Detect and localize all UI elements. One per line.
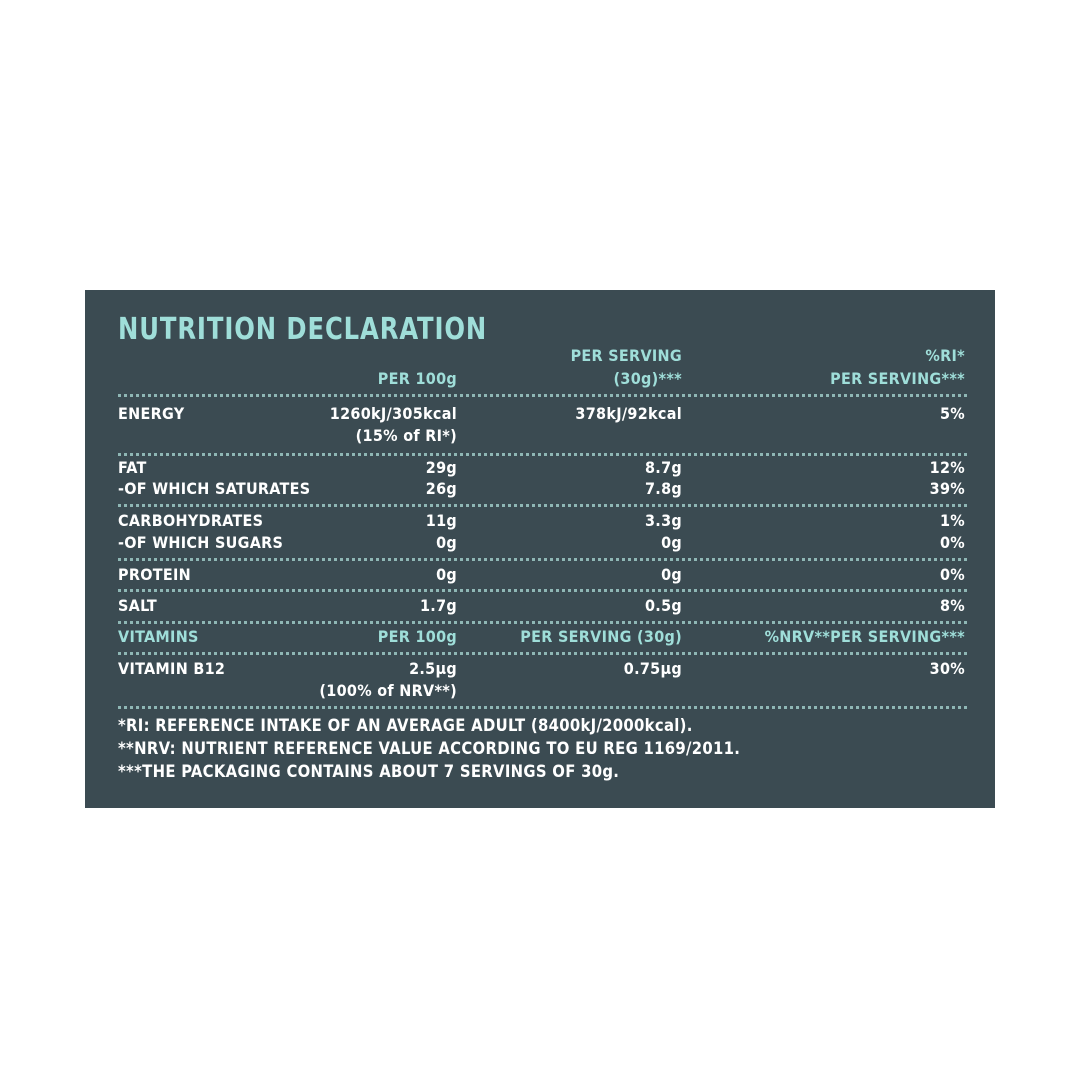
row-sugars-per100: 0g	[436, 533, 457, 552]
row-energy-per100: 1260kJ/305kcal	[329, 404, 457, 423]
row-salt-label: SALT	[118, 596, 158, 615]
row-fat-ri: 12%	[929, 458, 965, 477]
row-salt-ri: 8%	[939, 596, 965, 615]
row-b12-label: VITAMIN B12	[118, 659, 226, 678]
row-protein-ri: 0%	[939, 565, 965, 584]
row-carbs-serving: 3.3g	[644, 511, 682, 530]
row-saturates-label: -OF WHICH SATURATES	[118, 479, 311, 498]
header-per-serving-line2: (30g)***	[613, 369, 682, 388]
vitamins-header-serving: PER SERVING (30g)	[520, 627, 682, 646]
header-per-serving-line1: PER SERVING	[570, 346, 682, 365]
row-carbs-per100: 11g	[425, 511, 457, 530]
row-energy-serving: 378kJ/92kcal	[575, 404, 682, 423]
divider	[118, 453, 967, 456]
nutrition-panel: NUTRITION DECLARATION PER SERVING %RI* P…	[85, 290, 995, 808]
row-protein-label: PROTEIN	[118, 565, 192, 584]
divider	[118, 589, 967, 592]
row-sugars-label: -OF WHICH SUGARS	[118, 533, 284, 552]
row-fat-serving: 8.7g	[644, 458, 682, 477]
row-energy-label: ENERGY	[118, 404, 185, 423]
divider	[118, 706, 967, 709]
row-carbs-ri: 1%	[939, 511, 965, 530]
vitamins-header-nrv: %NRV**PER SERVING***	[764, 627, 965, 646]
row-b12-nrv: 30%	[929, 659, 965, 678]
row-protein-per100: 0g	[436, 565, 457, 584]
row-fat-label: FAT	[118, 458, 147, 477]
row-b12-per100: 2.5µg	[409, 659, 457, 678]
divider	[118, 394, 967, 397]
row-saturates-serving: 7.8g	[644, 479, 682, 498]
row-energy-per100-ri: (15% of RI*)	[355, 426, 457, 445]
vitamins-header-label: VITAMINS	[118, 627, 199, 646]
header-ri-line2: PER SERVING***	[830, 369, 965, 388]
row-protein-serving: 0g	[661, 565, 682, 584]
divider	[118, 558, 967, 561]
divider	[118, 621, 967, 624]
divider	[118, 504, 967, 507]
footnote-servings: ***THE PACKAGING CONTAINS ABOUT 7 SERVIN…	[118, 762, 620, 781]
row-energy-ri: 5%	[939, 404, 965, 423]
vitamins-header-per100: PER 100g	[377, 627, 457, 646]
row-b12-per100-nrv: (100% of NRV**)	[319, 681, 457, 700]
row-salt-serving: 0.5g	[644, 596, 682, 615]
row-saturates-per100: 26g	[425, 479, 457, 498]
header-per-100g: PER 100g	[377, 369, 457, 388]
panel-title: NUTRITION DECLARATION	[118, 312, 488, 347]
footnote-ri: *RI: REFERENCE INTAKE OF AN AVERAGE ADUL…	[118, 716, 693, 735]
footnote-nrv: **NRV: NUTRIENT REFERENCE VALUE ACCORDIN…	[118, 739, 741, 758]
row-salt-per100: 1.7g	[419, 596, 457, 615]
header-ri-line1: %RI*	[925, 346, 965, 365]
row-fat-per100: 29g	[425, 458, 457, 477]
row-saturates-ri: 39%	[929, 479, 965, 498]
row-sugars-serving: 0g	[661, 533, 682, 552]
row-carbs-label: CARBOHYDRATES	[118, 511, 264, 530]
divider	[118, 652, 967, 655]
row-sugars-ri: 0%	[939, 533, 965, 552]
row-b12-serving: 0.75µg	[623, 659, 682, 678]
